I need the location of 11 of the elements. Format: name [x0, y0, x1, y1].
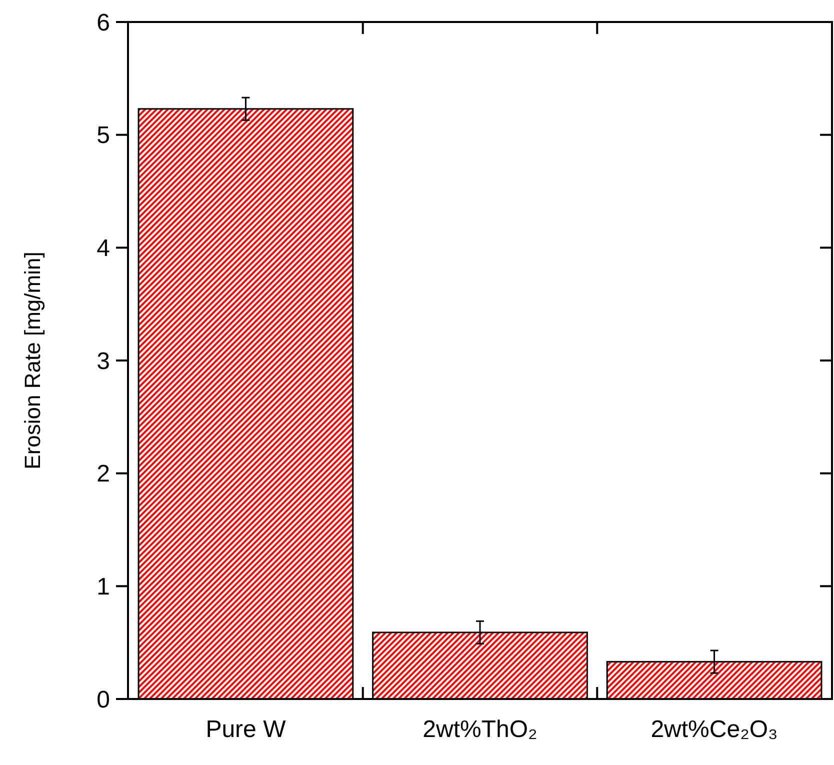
- y-tick-label: 4: [96, 235, 110, 262]
- y-axis-title: Erosion Rate [mg/min]: [20, 252, 45, 470]
- y-tick-label: 5: [96, 122, 110, 150]
- x-tick-label: Pure W: [206, 716, 286, 743]
- x-tick-label: 2wt%ThO₂: [422, 716, 538, 743]
- y-tick-label: 1: [96, 574, 110, 601]
- y-tick-label: 6: [96, 9, 110, 36]
- y-tick-label: 2: [96, 460, 110, 488]
- x-tick-label: 2wt%Ce₂O₃: [650, 716, 778, 743]
- y-tick-label: 3: [96, 348, 110, 375]
- y-tick-label: 0: [96, 686, 110, 714]
